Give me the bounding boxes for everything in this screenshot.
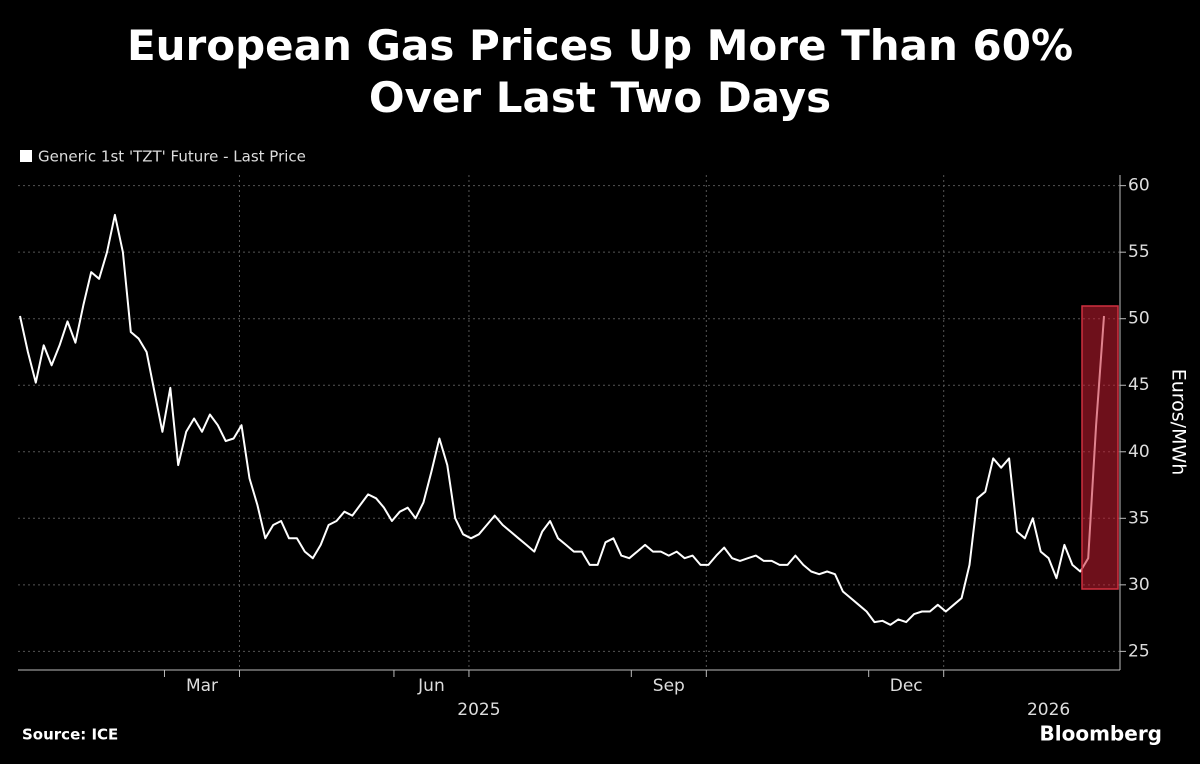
- legend-swatch: [20, 150, 32, 162]
- y-tick-label: 25: [1128, 641, 1150, 661]
- x-tick-label: Sep: [653, 676, 685, 696]
- brand: Bloomberg: [1040, 722, 1162, 746]
- y-tick-label: 55: [1128, 242, 1150, 262]
- highlight-box: [1081, 305, 1119, 590]
- x-tick-label: Jun: [417, 676, 445, 696]
- chart-title: European Gas Prices Up More Than 60% Ove…: [126, 21, 1074, 122]
- year-label: 2025: [457, 700, 500, 720]
- y-tick-label: 60: [1128, 176, 1150, 196]
- x-tick-label: Dec: [890, 676, 923, 696]
- y-axis-label: Euros/MWh: [1168, 369, 1190, 476]
- legend-label: Generic 1st 'TZT' Future - Last Price: [38, 148, 306, 166]
- price-line: [19, 213, 1105, 626]
- x-tick-label: Mar: [186, 676, 218, 696]
- y-tick-label: 40: [1128, 442, 1150, 462]
- y-tick-label: 35: [1128, 508, 1150, 528]
- y-tick-label: 45: [1128, 375, 1150, 395]
- y-tick-label: 50: [1128, 309, 1150, 329]
- source: Source: ICE: [22, 726, 118, 744]
- year-label: 2026: [1027, 700, 1070, 720]
- y-tick-label: 30: [1128, 575, 1150, 595]
